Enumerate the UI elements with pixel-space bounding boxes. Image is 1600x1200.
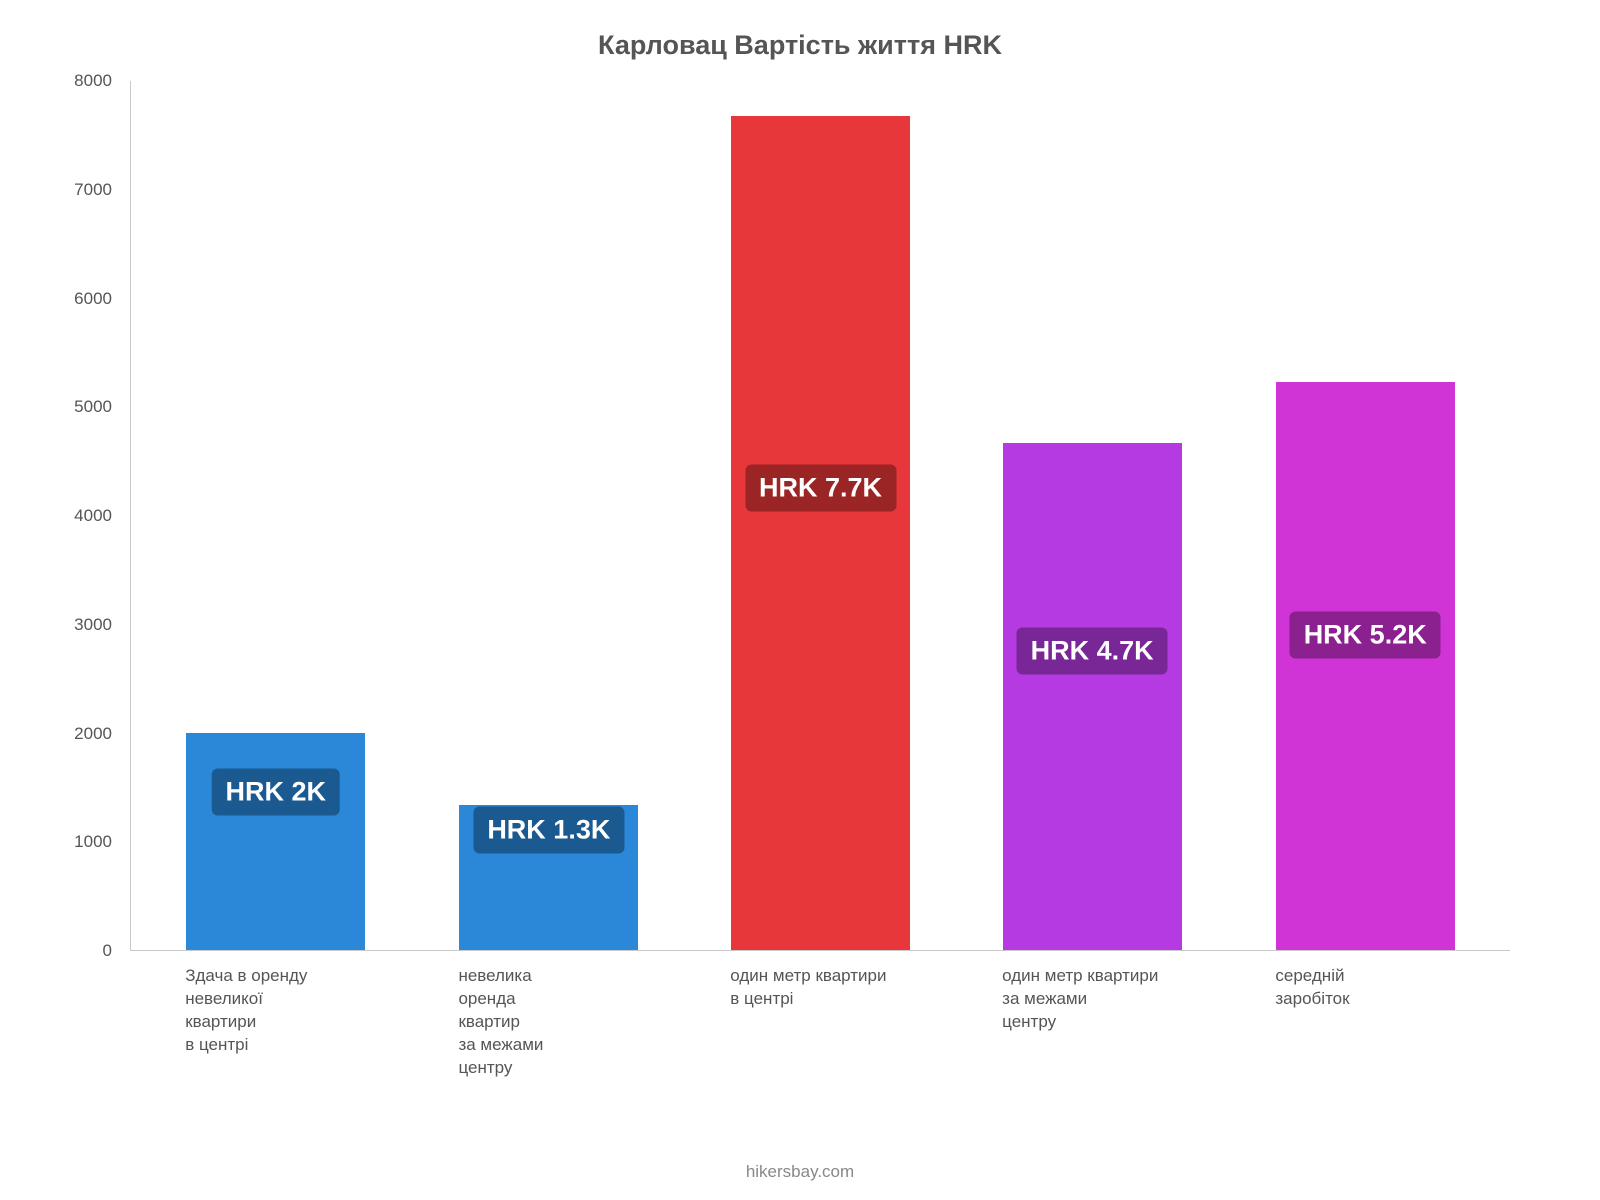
value-badge-0: HRK 2K <box>212 769 341 816</box>
y-tick-label: 5000 <box>74 397 112 417</box>
plot-area: HRK 2K HRK 1.3K HRK 7.7K HRK 4.7K HRK 5.2K <box>130 81 1510 951</box>
chart-title: Карловац Вартість життя HRK <box>60 30 1540 61</box>
x-label-0: Здача в оренду невеликої квартири в цент… <box>185 965 307 1057</box>
y-axis: 010002000300040005000600070008000 <box>60 81 120 951</box>
x-label-1: невелика оренда квартир за межами центру <box>458 965 543 1080</box>
y-tick-label: 7000 <box>74 180 112 200</box>
y-tick-label: 6000 <box>74 289 112 309</box>
x-axis-labels: Здача в оренду невеликої квартири в цент… <box>130 951 1510 1121</box>
chart-footer: hikersbay.com <box>0 1162 1600 1182</box>
x-label-4: середній заробіток <box>1275 965 1349 1011</box>
y-tick-label: 4000 <box>74 506 112 526</box>
bar-3 <box>1003 443 1182 950</box>
y-tick-label: 8000 <box>74 71 112 91</box>
y-tick-label: 3000 <box>74 615 112 635</box>
bar-0 <box>186 733 365 951</box>
value-badge-3: HRK 4.7K <box>1017 627 1168 674</box>
bar-2 <box>731 116 910 950</box>
y-tick-label: 2000 <box>74 724 112 744</box>
plot-frame: 010002000300040005000600070008000 HRK 2K… <box>130 81 1510 951</box>
chart-container: Карловац Вартість життя HRK 010002000300… <box>0 0 1600 1200</box>
x-label-2: один метр квартири в центрі <box>730 965 886 1011</box>
value-badge-4: HRK 5.2K <box>1290 611 1441 658</box>
y-tick-label: 1000 <box>74 832 112 852</box>
bar-4 <box>1276 382 1455 950</box>
x-label-3: один метр квартири за межами центру <box>1002 965 1158 1034</box>
value-badge-2: HRK 7.7K <box>745 464 896 511</box>
value-badge-1: HRK 1.3K <box>473 807 624 854</box>
y-tick-label: 0 <box>103 941 112 961</box>
